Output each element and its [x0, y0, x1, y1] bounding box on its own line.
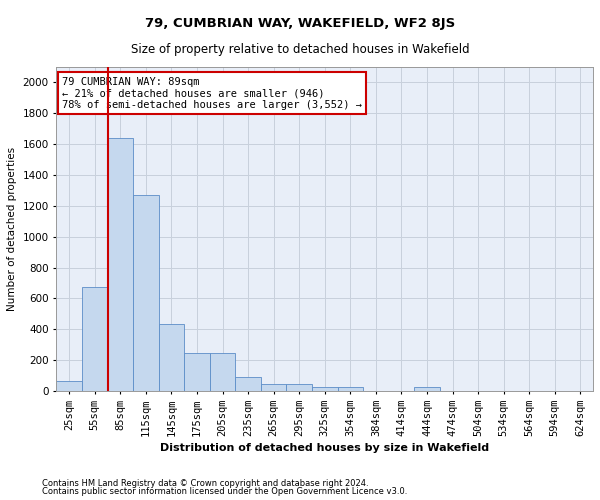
Bar [261, 384, 286, 391]
Y-axis label: Number of detached properties: Number of detached properties [7, 147, 17, 311]
Bar [210, 353, 235, 391]
Bar [235, 377, 261, 391]
Text: 79, CUMBRIAN WAY, WAKEFIELD, WF2 8JS: 79, CUMBRIAN WAY, WAKEFIELD, WF2 8JS [145, 18, 455, 30]
Text: Contains public sector information licensed under the Open Government Licence v3: Contains public sector information licen… [42, 487, 407, 496]
Bar [312, 387, 337, 391]
Bar [337, 387, 363, 391]
Bar [286, 384, 312, 391]
Text: Contains HM Land Registry data © Crown copyright and database right 2024.: Contains HM Land Registry data © Crown c… [42, 478, 368, 488]
Text: Size of property relative to detached houses in Wakefield: Size of property relative to detached ho… [131, 42, 469, 56]
Text: 79 CUMBRIAN WAY: 89sqm
← 21% of detached houses are smaller (946)
78% of semi-de: 79 CUMBRIAN WAY: 89sqm ← 21% of detached… [62, 76, 362, 110]
Bar [158, 324, 184, 391]
X-axis label: Distribution of detached houses by size in Wakefield: Distribution of detached houses by size … [160, 443, 489, 453]
Bar [107, 138, 133, 391]
Bar [82, 288, 107, 391]
Bar [133, 195, 158, 391]
Bar [56, 380, 82, 391]
Bar [184, 353, 210, 391]
Bar [414, 387, 440, 391]
